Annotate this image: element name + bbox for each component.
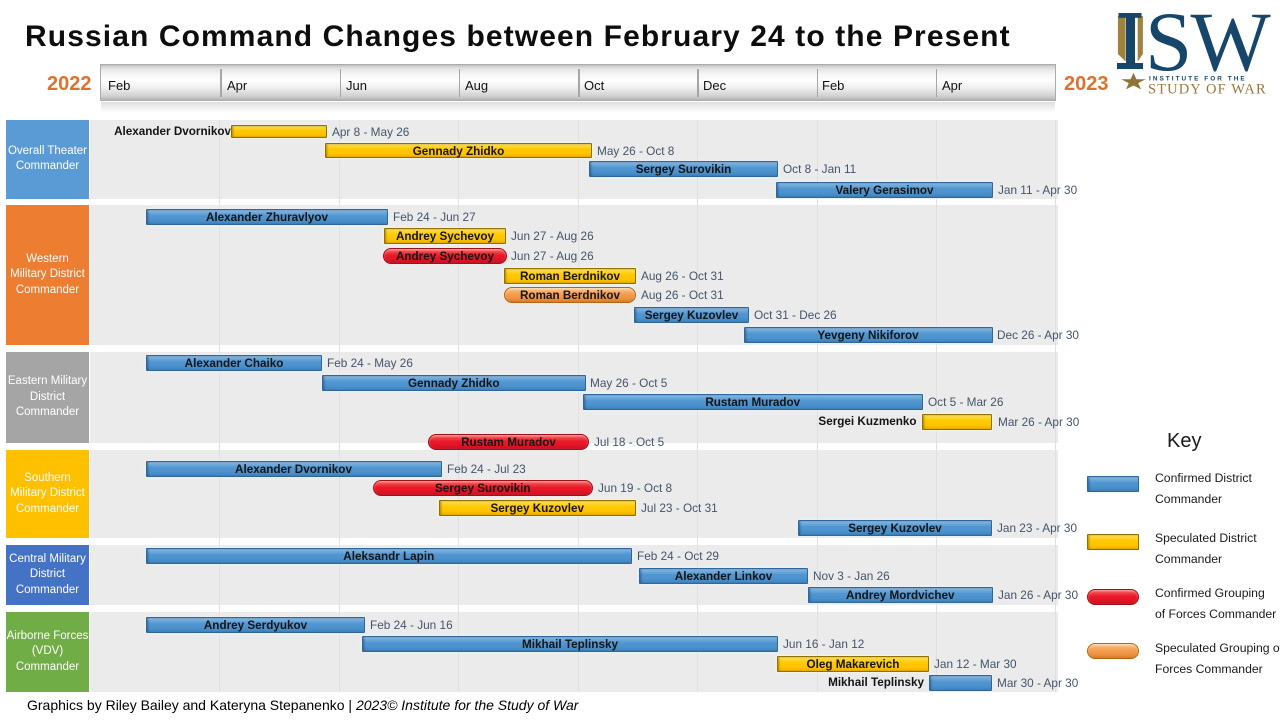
svg-text:INSTITUTE FOR THE: INSTITUTE FOR THE <box>1149 76 1247 83</box>
svg-text:STUDY OF WAR: STUDY OF WAR <box>1148 82 1267 98</box>
svg-text:SW: SW <box>1145 0 1271 89</box>
